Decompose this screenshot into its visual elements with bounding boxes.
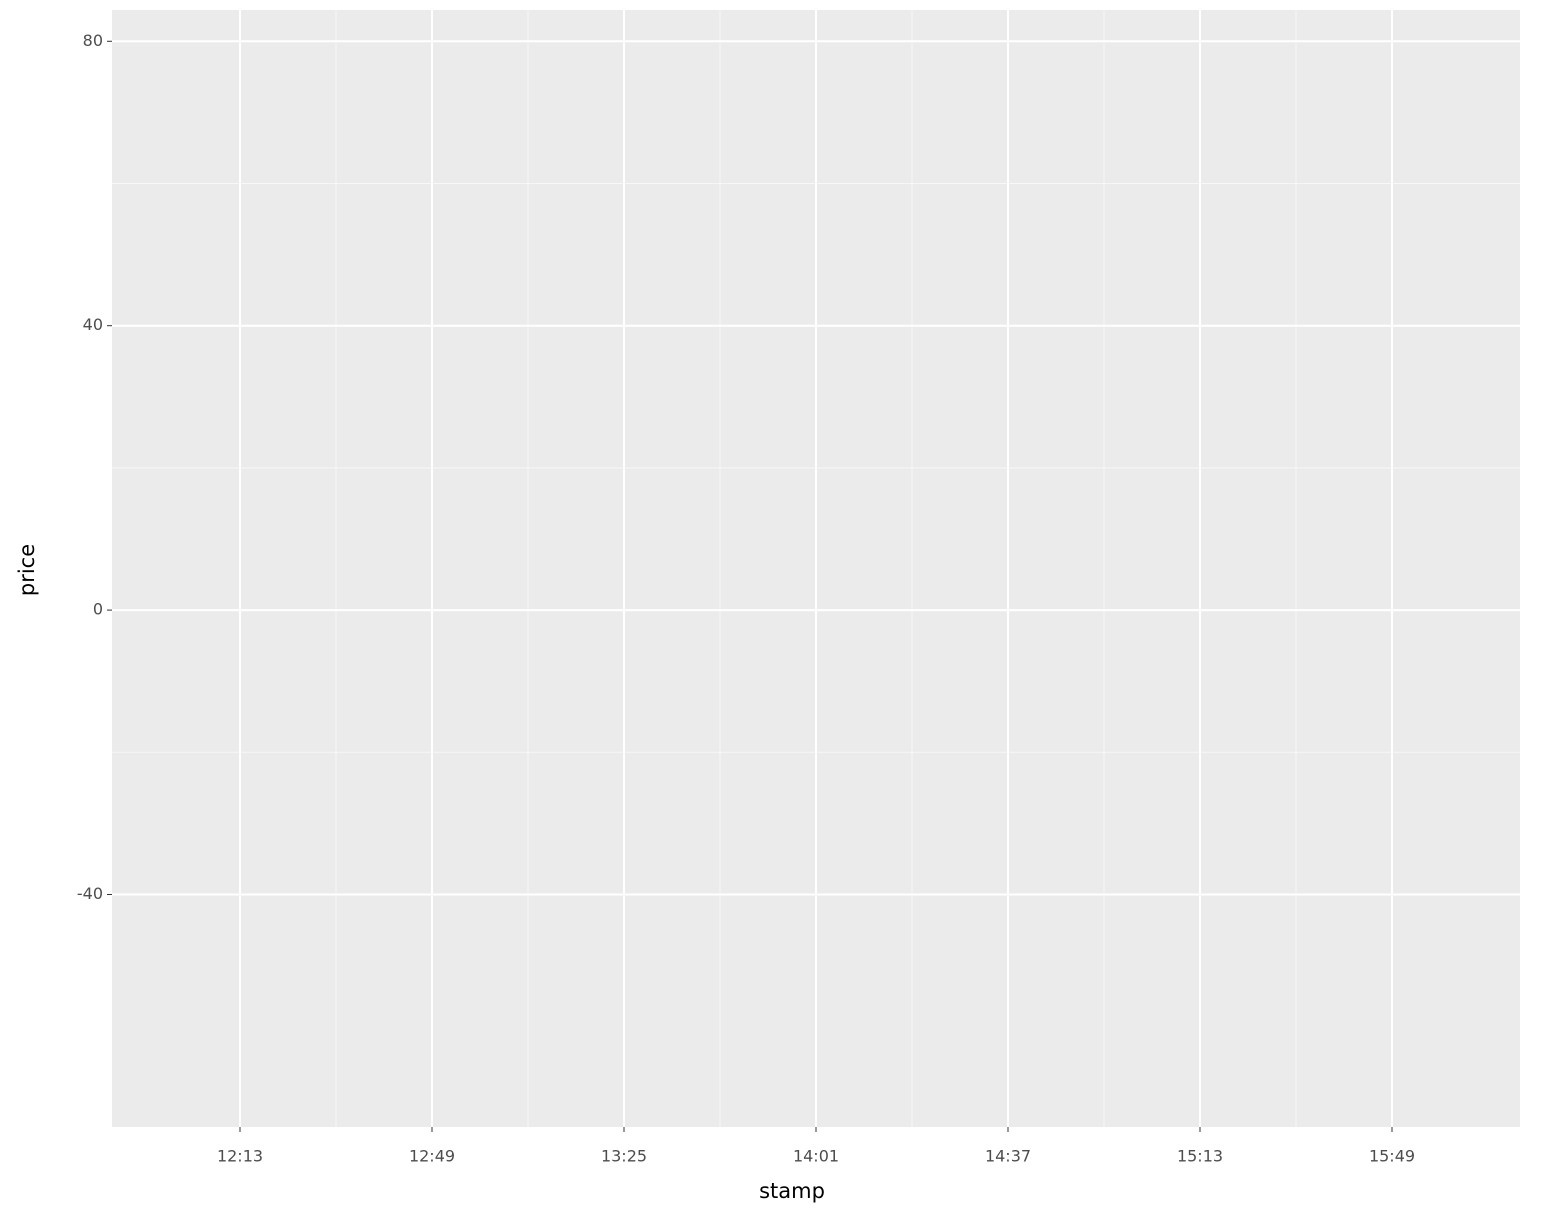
x-tick-label: 14:37 — [985, 1147, 1031, 1166]
x-tick-label: 13:25 — [601, 1147, 647, 1166]
x-axis-title: stamp — [759, 1179, 825, 1203]
x-tick-label: 14:01 — [793, 1147, 839, 1166]
grid — [112, 10, 1520, 1127]
x-tick-label: 15:13 — [1177, 1147, 1223, 1166]
y-tick-label: 40 — [83, 315, 103, 334]
x-tick-label: 12:49 — [409, 1147, 455, 1166]
x-tick-label: 15:49 — [1369, 1147, 1415, 1166]
y-axis-title: price — [15, 544, 39, 596]
x-tick-label: 12:13 — [217, 1147, 263, 1166]
y-tick-label: 80 — [83, 31, 103, 50]
y-tick-label: -40 — [77, 884, 103, 903]
y-tick-label: 0 — [93, 600, 103, 619]
